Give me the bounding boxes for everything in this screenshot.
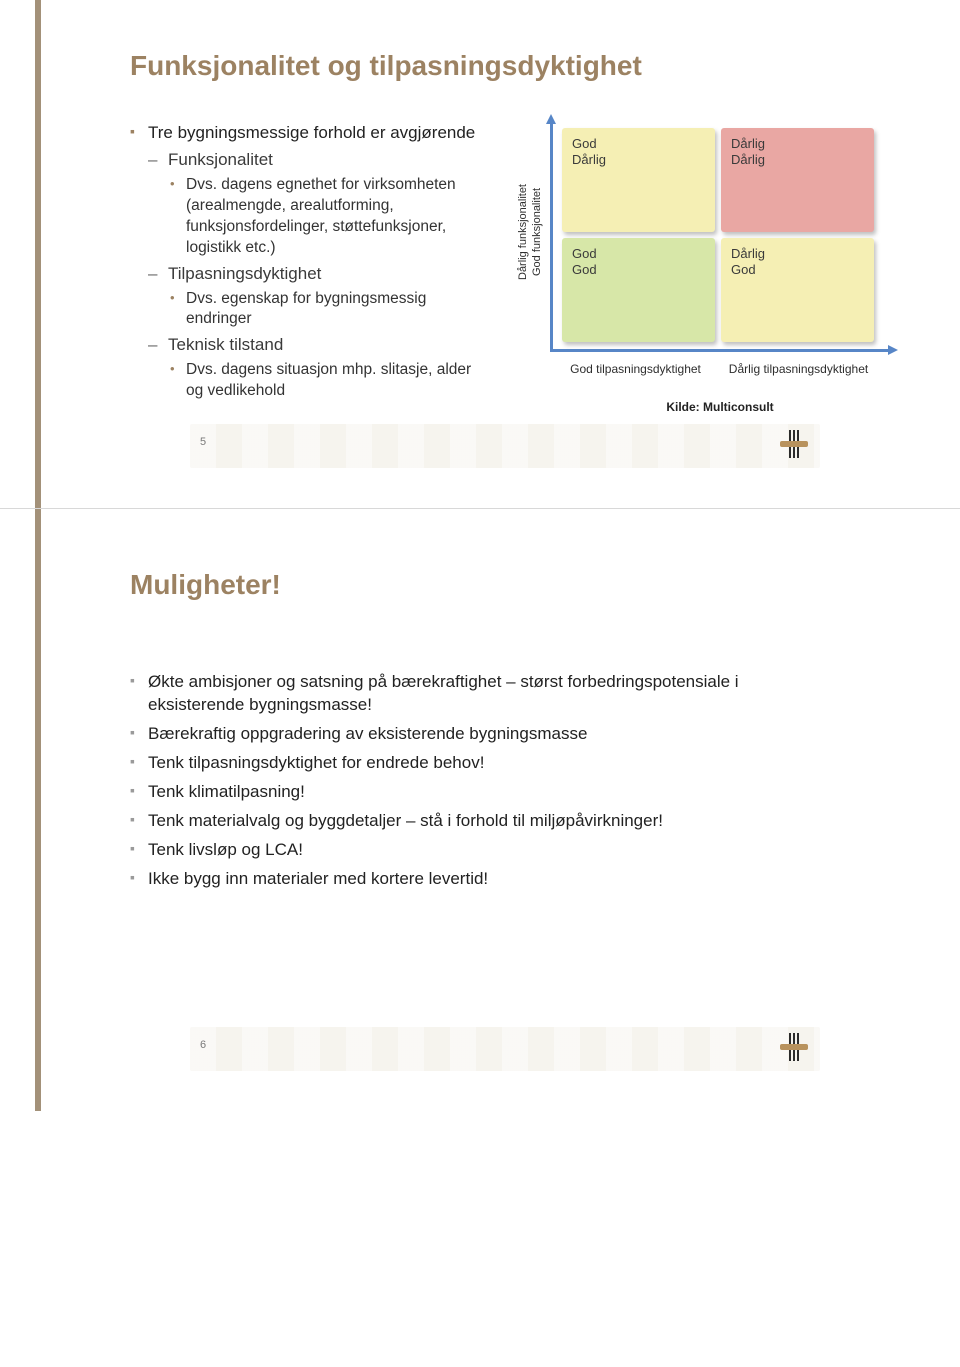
slide-1: Funksjonalitet og tilpasningsdyktighet T… — [0, 0, 960, 508]
logo-icon — [780, 428, 808, 465]
dot-detail: Dvs. dagens egnethet for virksomheten (a… — [168, 175, 490, 259]
quad-line2: God — [572, 262, 705, 278]
quad-line1: God — [572, 246, 705, 262]
list-item: Tenk tilpasningsdyktighet for endrede be… — [130, 752, 750, 775]
y-label-bottom: God funksjonalitet — [530, 126, 544, 338]
page-number: 5 — [200, 436, 206, 448]
list-item: Økte ambisjoner og satsning på bærekraft… — [130, 671, 750, 717]
quad-line2: Dårlig — [731, 152, 864, 168]
dot-detail: Dvs. dagens situasjon mhp. slitasje, ald… — [168, 360, 490, 402]
dot-detail: Dvs. egenskap for bygningsmessig endring… — [168, 289, 490, 331]
slide1-content: Tre bygningsmessige forhold er avgjørend… — [130, 122, 880, 414]
footer-pattern — [190, 424, 820, 468]
list-item: Tenk livsløp og LCA! — [130, 839, 750, 862]
x-label-left: God tilpasningsdyktighet — [554, 362, 717, 376]
quad-line2: God — [731, 262, 864, 278]
dash-item-tilpasningsdyktighet: Tilpasningsdyktighet Dvs. egenskap for b… — [148, 263, 490, 331]
slide2-bullet-list: Økte ambisjoner og satsning på bærekraft… — [130, 671, 750, 891]
y-axis — [550, 122, 553, 352]
y-label-top: Dårlig funksjonalitet — [516, 126, 530, 338]
quad-line1: God — [572, 136, 705, 152]
list-item: Bærekraftig oppgradering av eksisterende… — [130, 723, 750, 746]
x-axis-labels: God tilpasningsdyktighet Dårlig tilpasni… — [554, 362, 880, 376]
quad-line2: Dårlig — [572, 152, 705, 168]
left-accent-bar — [35, 509, 41, 1111]
x-label-right: Dårlig tilpasningsdyktighet — [717, 362, 880, 376]
slide1-text-column: Tre bygningsmessige forhold er avgjørend… — [130, 122, 490, 414]
quad-bottom-left: God God — [562, 238, 715, 342]
quad-top-right: Dårlig Dårlig — [721, 128, 874, 232]
page-number: 6 — [200, 1039, 206, 1051]
left-accent-bar — [35, 0, 41, 508]
footer-strip: 6 — [190, 1027, 820, 1071]
quad-line1: Dårlig — [731, 136, 864, 152]
dash-item-funksjonalitet: Funksjonalitet Dvs. dagens egnethet for … — [148, 149, 490, 259]
footer-pattern — [190, 1027, 820, 1071]
slide1-title: Funksjonalitet og tilpasningsdyktighet — [130, 50, 880, 82]
dash-label: Tilpasningsdyktighet — [168, 264, 321, 283]
x-axis — [550, 349, 890, 352]
quad-top-left: God Dårlig — [562, 128, 715, 232]
main-bullet-text: Tre bygningsmessige forhold er avgjørend… — [148, 123, 475, 142]
slide-2: Muligheter! Økte ambisjoner og satsning … — [0, 509, 960, 1111]
y-axis-labels: Dårlig funksjonalitet God funksjonalitet — [516, 126, 544, 338]
list-item: Ikke bygg inn materialer med kortere lev… — [130, 868, 750, 891]
dash-label: Teknisk tilstand — [168, 335, 283, 354]
slide2-title: Muligheter! — [130, 569, 880, 601]
dash-item-teknisk-tilstand: Teknisk tilstand Dvs. dagens situasjon m… — [148, 334, 490, 402]
slide1-chart-column: Dårlig funksjonalitet God funksjonalitet… — [510, 122, 890, 414]
quadrant-grid: God Dårlig Dårlig Dårlig God God Dårli — [562, 128, 874, 342]
dash-label: Funksjonalitet — [168, 150, 273, 169]
list-item: Tenk materialvalg og byggdetaljer – stå … — [130, 810, 750, 833]
chart-source: Kilde: Multiconsult — [550, 400, 890, 414]
logo-icon — [780, 1031, 808, 1068]
quad-line1: Dårlig — [731, 246, 864, 262]
list-item: Tenk klimatilpasning! — [130, 781, 750, 804]
footer-strip: 5 — [190, 424, 820, 468]
quadrant-chart: Dårlig funksjonalitet God funksjonalitet… — [510, 122, 890, 382]
quad-bottom-right: Dårlig God — [721, 238, 874, 342]
main-bullet: Tre bygningsmessige forhold er avgjørend… — [130, 122, 490, 402]
